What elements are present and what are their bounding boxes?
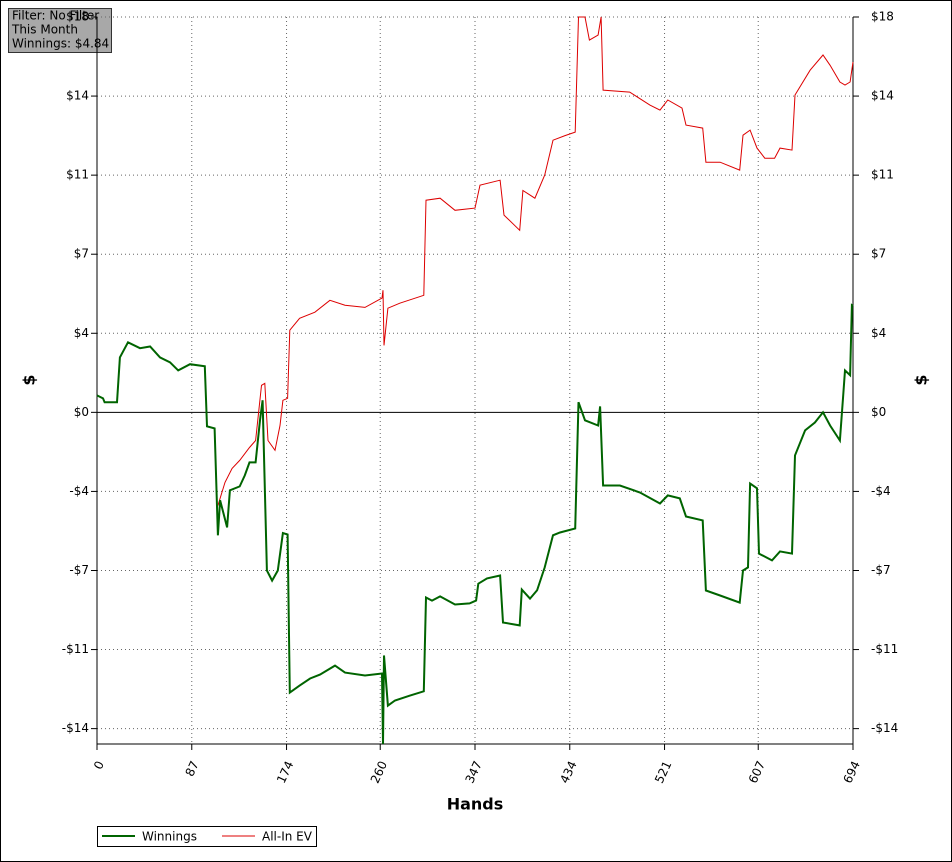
series-line	[217, 16, 854, 506]
y-tick-label: -$14	[62, 721, 89, 735]
info-line: Filter: No Filter	[12, 9, 99, 23]
y-tick-label: $11	[66, 168, 89, 182]
y2-tick-label: -$4	[871, 484, 891, 498]
y2-tick-label: $11	[871, 168, 894, 182]
y-axis-label: $	[20, 374, 39, 385]
y-tick-label: $0	[74, 405, 89, 419]
y-tick-label: $18	[66, 10, 89, 24]
y2-tick-label: $0	[871, 405, 886, 419]
y-tick-label: -$11	[62, 642, 89, 656]
info-box	[8, 8, 112, 53]
legend-label: Winnings	[142, 830, 197, 844]
info-line: This Month	[11, 23, 78, 37]
series-line	[96, 303, 854, 745]
y-tick-label: -$4	[69, 484, 89, 498]
info-line: Winnings: $4.84	[12, 37, 109, 51]
y2-tick-label: $18	[871, 10, 894, 24]
y2-tick-label: $7	[871, 247, 886, 261]
x-axis-label: Hands	[447, 795, 504, 814]
y-tick-label: $4	[74, 326, 89, 340]
legend	[97, 826, 317, 847]
y-tick-label: $14	[66, 89, 89, 103]
y2-tick-label: -$11	[871, 642, 898, 656]
y2-tick-label: $14	[871, 89, 894, 103]
y2-tick-label: -$7	[871, 563, 891, 577]
legend-label: All-In EV	[262, 830, 313, 844]
y2-tick-label: -$14	[871, 721, 898, 735]
y-tick-label: $7	[74, 247, 89, 261]
x-tick-label: 87	[183, 759, 202, 779]
y-tick-label: -$7	[69, 563, 89, 577]
y2-axis-label: $	[912, 374, 931, 385]
y2-tick-label: $4	[871, 326, 886, 340]
